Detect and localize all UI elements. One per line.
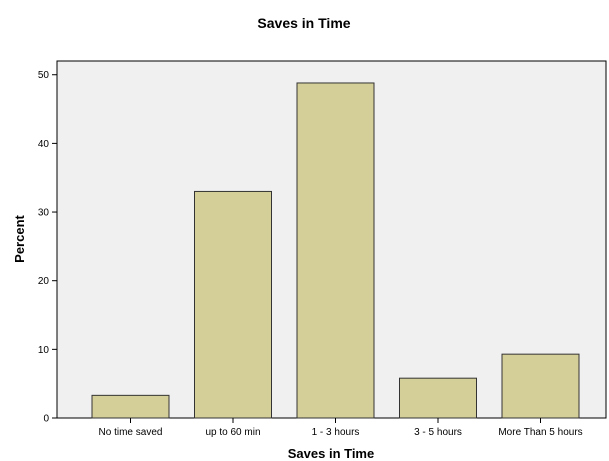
x-axis: No time saved up to 60 min 1 - 3 hours 3 - … xyxy=(99,418,583,438)
y-tick-label: 0 xyxy=(43,414,49,425)
bar-up-to-60-min xyxy=(194,190,272,419)
x-tick-label: up to 60 min xyxy=(205,427,260,438)
bar-1-3-hours xyxy=(296,82,375,419)
y-tick-label: 20 xyxy=(38,276,50,287)
y-tick-label: 50 xyxy=(38,70,50,81)
y-axis: 0 10 20 30 40 50 xyxy=(38,70,57,425)
x-axis-label: Saves in Time xyxy=(288,446,374,461)
bar-more-than-5-hours xyxy=(501,353,580,419)
x-tick-label: No time saved xyxy=(99,427,163,438)
x-tick-label: More Than 5 hours xyxy=(498,427,582,438)
chart-title: Saves in Time xyxy=(257,15,350,31)
bar-3-5-hours xyxy=(399,377,477,419)
y-tick-label: 40 xyxy=(38,139,50,150)
bar-group xyxy=(91,82,580,419)
x-tick-label: 3 - 5 hours xyxy=(414,427,462,438)
y-tick-label: 30 xyxy=(38,208,50,219)
bar-no-time-saved xyxy=(91,394,170,419)
y-axis-label: Percent xyxy=(12,214,27,262)
x-tick-label: 1 - 3 hours xyxy=(312,427,360,438)
y-tick-label: 10 xyxy=(38,345,50,356)
